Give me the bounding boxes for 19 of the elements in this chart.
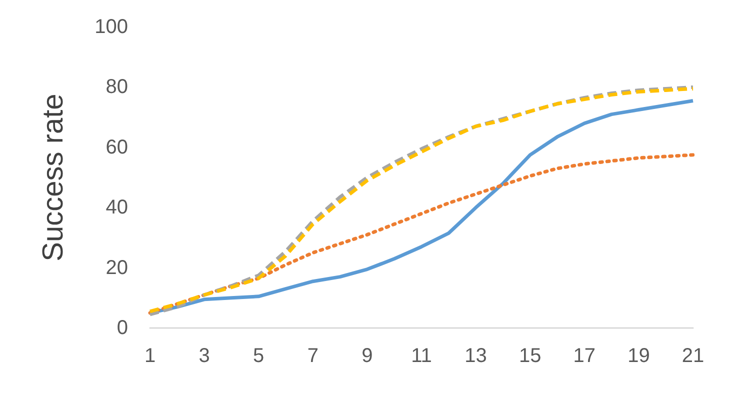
y-axis-title: Success rate bbox=[38, 94, 70, 262]
x-tick-label: 21 bbox=[682, 345, 704, 367]
y-tick-label: 40 bbox=[106, 196, 128, 219]
x-tick-label: 7 bbox=[307, 345, 318, 367]
x-tick-label: 9 bbox=[362, 345, 373, 367]
y-tick-label: 100 bbox=[94, 16, 128, 38]
x-tick-label: 19 bbox=[628, 345, 650, 367]
x-tick-label: 1 bbox=[144, 345, 156, 367]
x-tick-label: 11 bbox=[411, 345, 432, 367]
y-tick-label: 0 bbox=[116, 317, 128, 339]
y-tick-label: 80 bbox=[106, 76, 128, 98]
x-tick-label: 5 bbox=[253, 345, 264, 367]
y-tick-label: 20 bbox=[106, 256, 128, 279]
y-tick-label: 60 bbox=[106, 136, 128, 158]
x-tick-label: 17 bbox=[573, 345, 596, 367]
x-tick-label: 3 bbox=[198, 345, 210, 367]
line-series bbox=[148, 153, 695, 315]
x-tick-label: 13 bbox=[464, 345, 487, 367]
x-tick-label: 15 bbox=[518, 345, 542, 367]
